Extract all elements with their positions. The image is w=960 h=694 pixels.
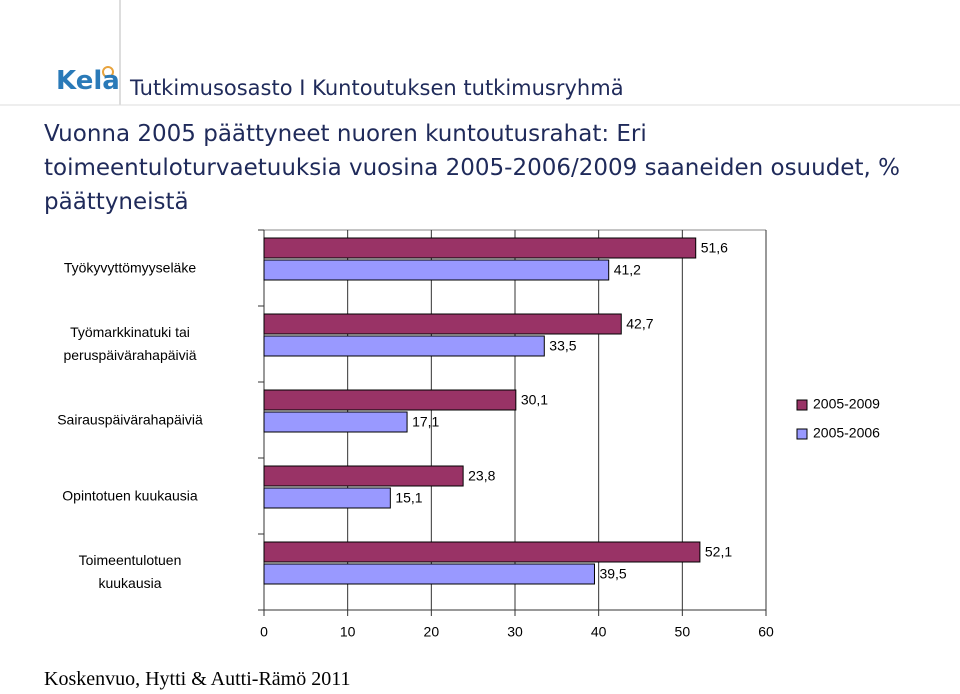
bar: [263, 487, 391, 509]
source: Koskenvuo, Hytti & Autti-Rämö 2011: [44, 668, 351, 690]
logo: Kela: [56, 66, 120, 96]
y-tick-label: Työkyvyttömyyseläke: [63, 259, 197, 276]
x-tick-label: 20: [424, 624, 440, 640]
bar: [263, 335, 545, 357]
bar: [263, 541, 701, 563]
x-tick-label: 0: [260, 624, 268, 640]
y-tick-label: Työmarkkinatuki tai peruspäivärahapäiviä: [63, 324, 197, 363]
x-tick-label: 10: [340, 624, 356, 640]
value-label: 41,2: [614, 262, 641, 278]
bar: [263, 411, 408, 433]
x-tick-label: 60: [758, 624, 774, 640]
bar: [263, 465, 464, 487]
legend-label: 2005-2009: [813, 396, 880, 412]
value-label: 23,8: [468, 468, 495, 484]
value-label: 17,1: [412, 414, 439, 430]
value-label: 51,6: [701, 240, 728, 256]
bar: [263, 237, 697, 259]
bar: [263, 563, 595, 585]
value-label: 30,1: [521, 392, 548, 408]
x-tick-label: 50: [675, 624, 691, 640]
x-tick-label: 30: [507, 624, 523, 640]
bar: [263, 389, 517, 411]
y-tick-label: Toimeentulotuen kuukausia: [78, 552, 182, 591]
y-tick-label: Opintotuen kuukausia: [62, 487, 198, 504]
y-tick-label: Sairauspäivärahapäiviä: [57, 411, 203, 428]
value-label: 42,7: [626, 316, 653, 332]
logo-mark: [102, 66, 114, 78]
unit-name: Tutkimusosasto I Kuntoutuksen tutkimusry…: [130, 76, 624, 100]
legend-swatch: [796, 399, 808, 411]
value-label: 33,5: [549, 338, 576, 354]
bar: [263, 259, 610, 281]
value-label: 39,5: [599, 566, 626, 582]
legend-label: 2005-2006: [813, 425, 880, 441]
legend-swatch: [796, 428, 808, 440]
bar: [263, 313, 622, 335]
value-label: 15,1: [395, 490, 422, 506]
value-label: 52,1: [705, 544, 732, 560]
x-tick-label: 40: [591, 624, 607, 640]
chart-title: Vuonna 2005 päättyneet nuoren kuntoutusr…: [44, 121, 900, 215]
